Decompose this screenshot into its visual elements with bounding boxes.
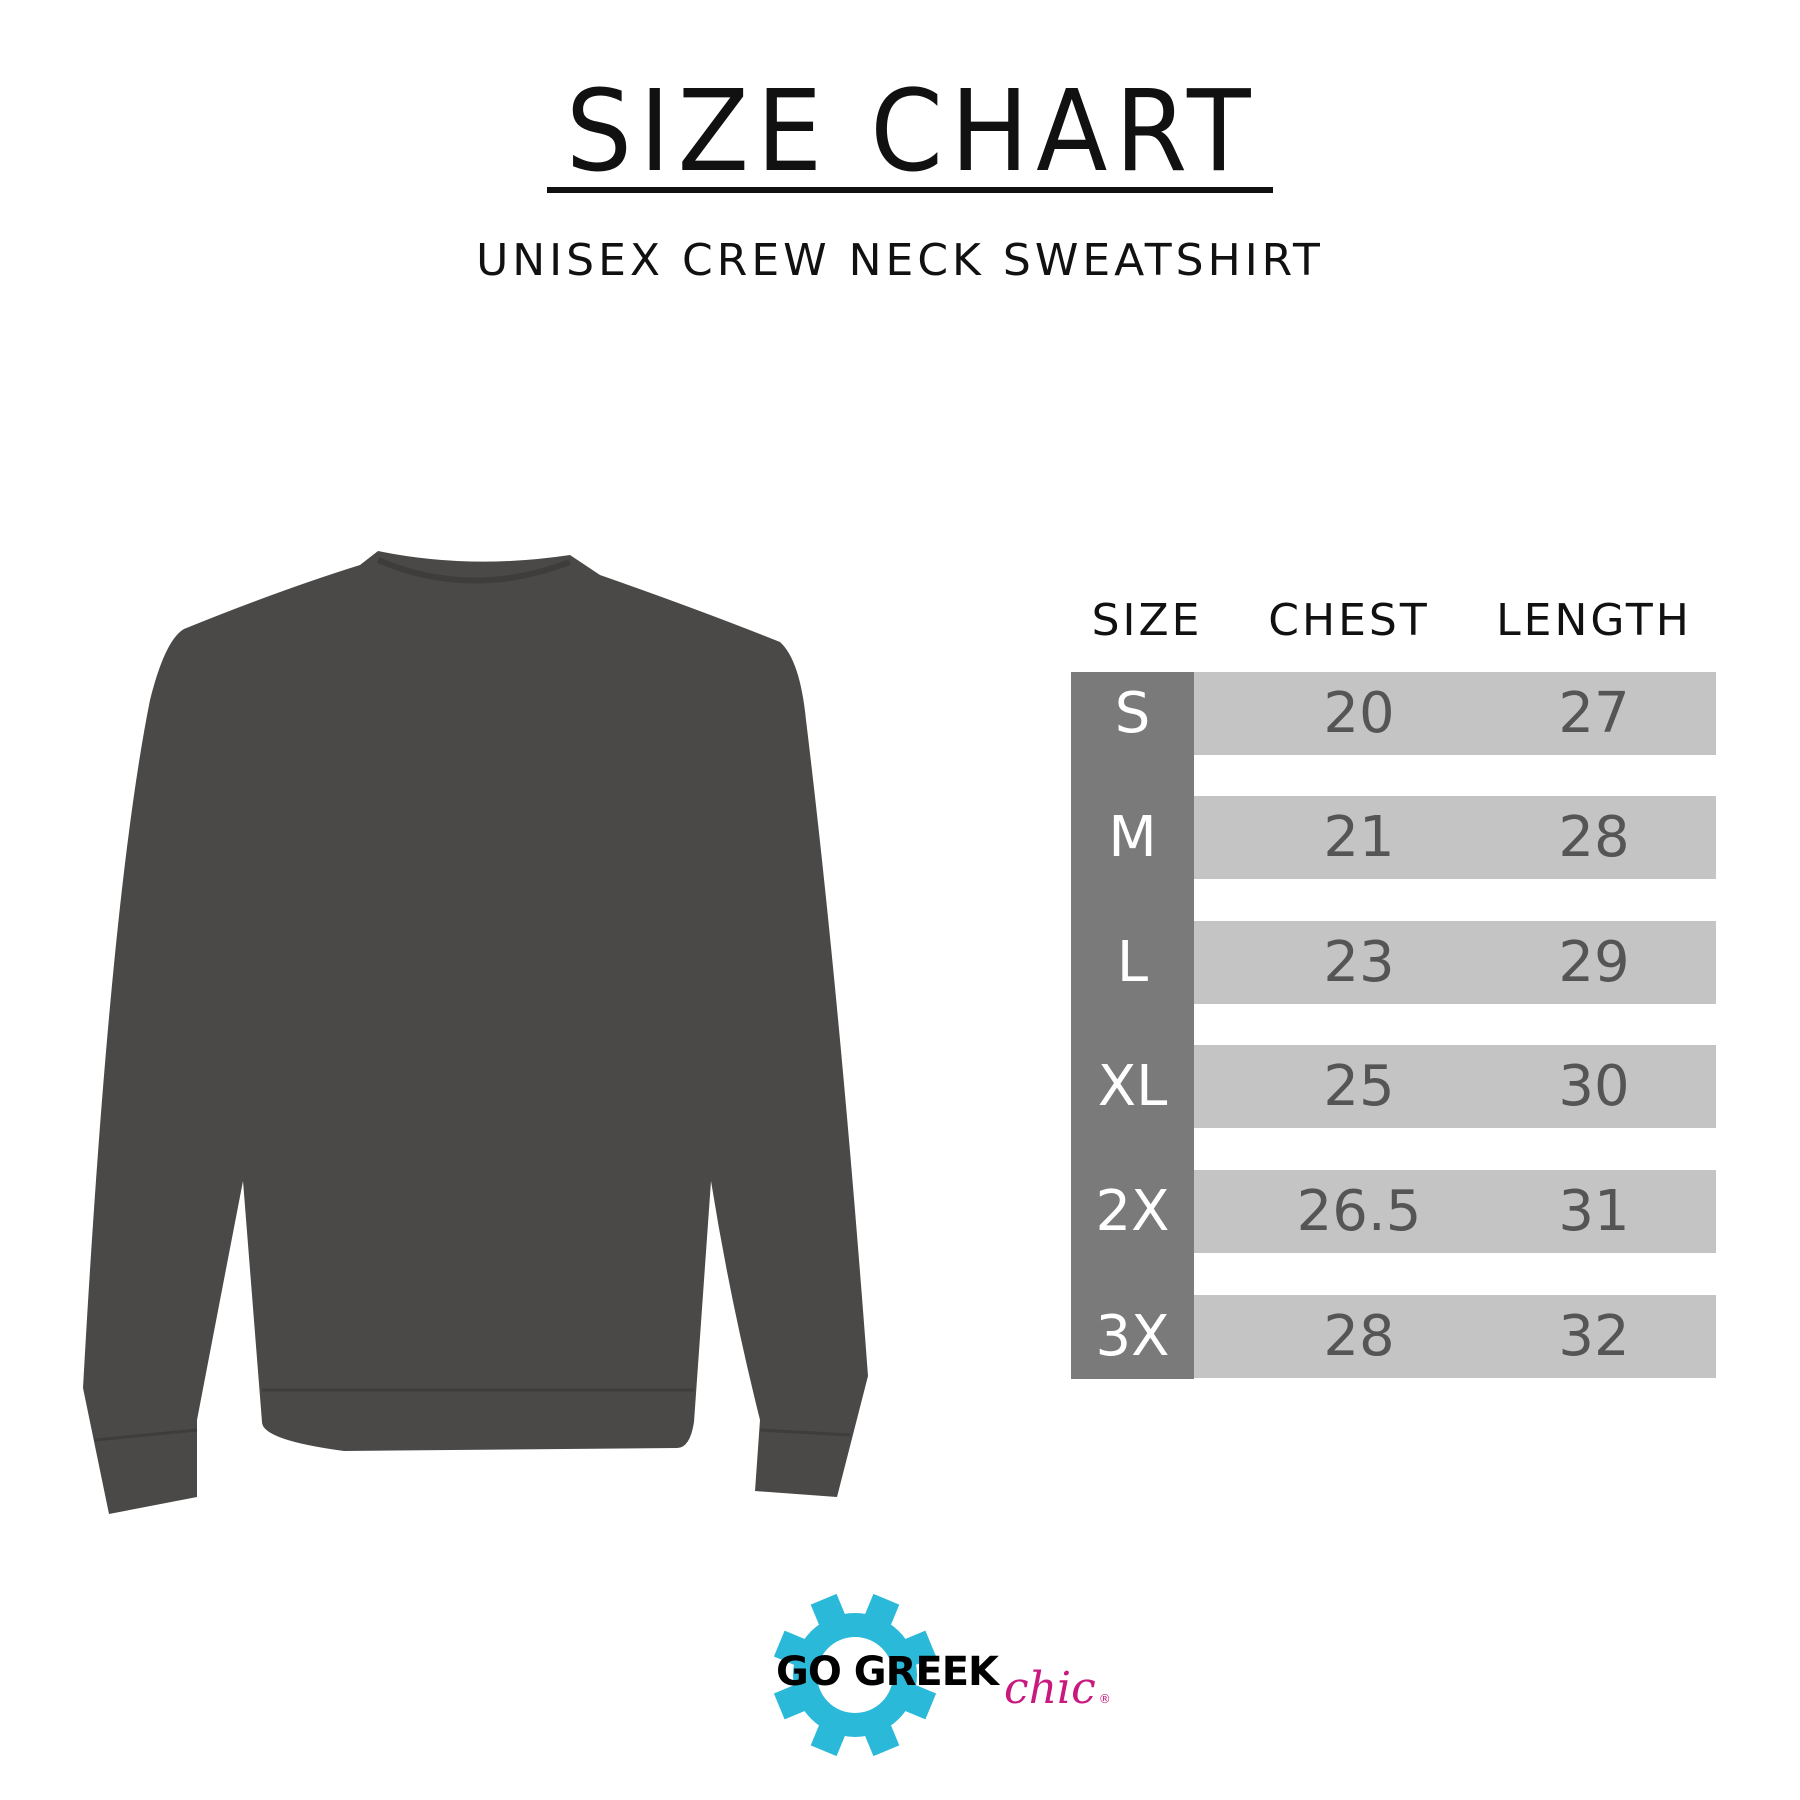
gear-tooth — [773, 1681, 813, 1720]
logo-text: GO GREEK — [776, 1649, 999, 1695]
size-cell: 3X — [1095, 1304, 1170, 1369]
header-chest: CHEST — [1268, 595, 1430, 646]
table-row: 28 32 — [1194, 1295, 1716, 1378]
gear-tooth — [773, 1630, 813, 1669]
logo: GO GREEK chic ® — [776, 1646, 1111, 1714]
size-cell: 2X — [1095, 1179, 1170, 1244]
length-cell: 32 — [1558, 1304, 1630, 1369]
chest-cell: 28 — [1323, 1304, 1395, 1369]
length-cell: 31 — [1558, 1179, 1630, 1244]
length-cell: 29 — [1558, 930, 1630, 995]
length-cell: 27 — [1558, 681, 1630, 746]
size-cell: XL — [1097, 1054, 1168, 1119]
length-cell: 28 — [1558, 805, 1630, 870]
gear-tooth — [861, 1717, 900, 1757]
chest-cell: 25 — [1323, 1054, 1395, 1119]
size-cell: L — [1116, 930, 1149, 995]
table-row: 23 29 — [1194, 921, 1716, 1004]
title-underline — [547, 187, 1273, 193]
logo-script-text: chic — [1004, 1663, 1096, 1714]
size-column — [1071, 672, 1194, 1379]
gear-tooth — [810, 1593, 849, 1633]
gear-tooth — [810, 1717, 849, 1757]
length-cell: 30 — [1558, 1054, 1630, 1119]
chest-cell: 20 — [1323, 681, 1395, 746]
sweatshirt-body — [83, 551, 868, 1514]
table-row: 26.5 31 — [1194, 1170, 1716, 1253]
sweatshirt-collar — [376, 557, 572, 584]
header-length: LENGTH — [1496, 595, 1692, 646]
chest-cell: 21 — [1323, 805, 1395, 870]
header-size: SIZE — [1091, 595, 1203, 646]
chest-cell: 26.5 — [1296, 1179, 1422, 1244]
gear-tooth — [861, 1593, 900, 1633]
gear-tooth — [897, 1630, 937, 1669]
table-row: 21 28 — [1194, 796, 1716, 879]
table-row: 25 30 — [1194, 1045, 1716, 1128]
chest-cell: 23 — [1323, 930, 1395, 995]
gear-tooth — [897, 1681, 937, 1720]
page-subtitle: UNISEX CREW NECK SWEATSHIRT — [476, 235, 1324, 286]
logo-gear-icon — [773, 1593, 937, 1757]
logo-registered-mark: ® — [1098, 1692, 1111, 1706]
sweatshirt-cuff-seams — [94, 1428, 851, 1442]
size-cell: S — [1114, 681, 1151, 746]
page-title: SIZE CHART — [565, 67, 1259, 197]
size-cell: M — [1108, 805, 1157, 870]
table-row: 20 27 — [1194, 672, 1716, 755]
